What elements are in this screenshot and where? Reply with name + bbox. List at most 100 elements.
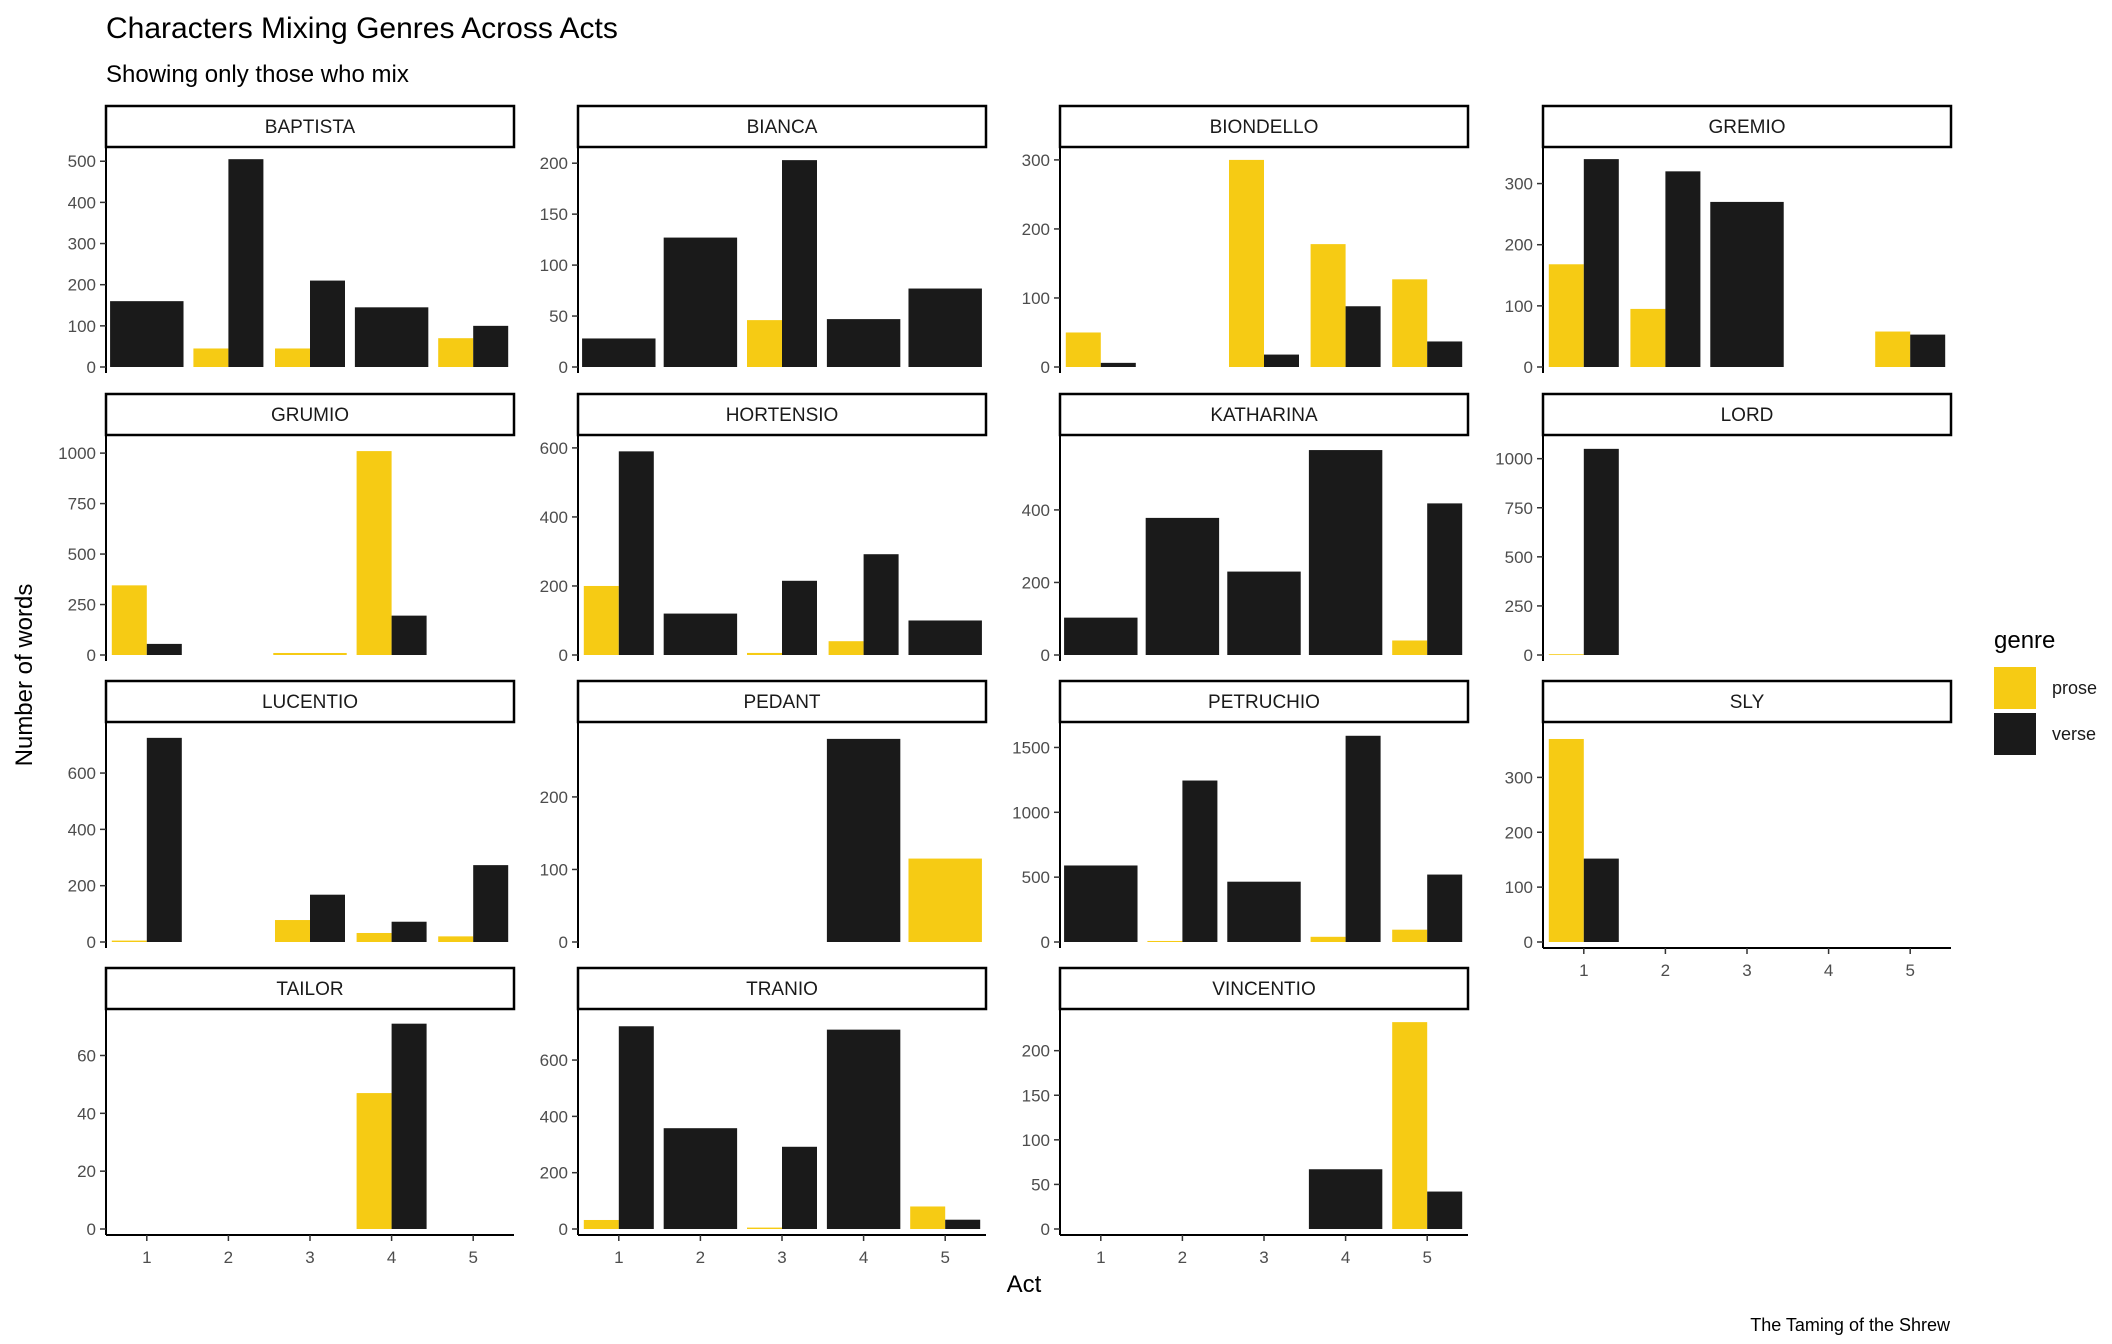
facet-vincentio: VINCENTIO 0 50 100 150 200 1 2 3 4 5 <box>1022 966 1470 1267</box>
bar-act4-verse <box>1345 735 1381 942</box>
x-tick-label: 2 <box>224 1248 233 1267</box>
y-tick-label: 0 <box>87 933 96 952</box>
facet-strip-label: PETRUCHIO <box>1208 692 1320 713</box>
facet-strip <box>576 966 988 1011</box>
y-tick-label: 0 <box>1041 646 1050 665</box>
y-tick-label: 0 <box>1524 646 1533 665</box>
x-tick-label: 1 <box>614 1248 623 1267</box>
facet-katharina: KATHARINA 0 200 400 <box>1022 392 1470 665</box>
y-tick-label: 200 <box>68 276 96 295</box>
bar-act4-verse <box>391 921 427 942</box>
y-tick-label: 600 <box>540 439 568 458</box>
bar-act1-prose <box>1548 264 1584 367</box>
bar-act5-verse <box>945 1219 981 1229</box>
y-axis-title: Number of words <box>11 584 38 767</box>
bar-act5-prose <box>1392 1022 1428 1229</box>
bar-act5-verse <box>1427 341 1463 367</box>
y-tick-label: 250 <box>68 596 96 615</box>
facet-strip <box>1058 392 1470 437</box>
bar-act2-verse <box>228 159 264 367</box>
facet-grumio: GRUMIO 0 250 500 750 1000 <box>58 392 516 665</box>
bar-act4-prose <box>356 932 392 942</box>
facet-strip-label: TRANIO <box>746 979 818 1000</box>
bar-act5-prose <box>1392 929 1428 942</box>
bar-act1-prose <box>111 585 147 655</box>
chart-subtitle: Showing only those who mix <box>106 61 409 88</box>
x-tick-label: 5 <box>468 1248 477 1267</box>
bar-act3-verse <box>1264 354 1299 367</box>
bar-act3-verse <box>1227 881 1301 942</box>
y-tick-label: 750 <box>68 495 96 514</box>
bar-act3-verse <box>782 580 817 655</box>
y-tick-label: 200 <box>540 154 568 173</box>
y-tick-label: 200 <box>68 877 96 896</box>
y-tick-label: 0 <box>559 1220 568 1239</box>
y-tick-label: 750 <box>1505 499 1533 518</box>
bar-act1-verse <box>1583 858 1619 942</box>
bar-act1-verse <box>110 301 184 367</box>
y-tick-label: 0 <box>559 933 568 952</box>
bar-act3-prose <box>1229 159 1264 367</box>
x-tick-label: 5 <box>1905 961 1914 980</box>
legend-swatch-verse <box>1994 713 2036 755</box>
x-tick-label: 3 <box>777 1248 786 1267</box>
bar-act4-verse <box>1308 450 1383 655</box>
legend-title: genre <box>1994 627 2055 654</box>
bar-act3-prose <box>747 320 782 367</box>
bar-act2-verse <box>663 237 738 367</box>
bar-act1-prose <box>111 940 147 942</box>
bar-act5-prose <box>1392 640 1428 655</box>
y-tick-label: 200 <box>1505 236 1533 255</box>
x-tick-label: 2 <box>696 1248 705 1267</box>
bar-act2-verse <box>1145 517 1220 655</box>
y-tick-label: 500 <box>68 152 96 171</box>
x-tick-label: 4 <box>1341 1248 1350 1267</box>
bar-act4-prose <box>356 1093 392 1229</box>
bar-act3-prose <box>275 920 310 942</box>
facet-hortensio: HORTENSIO 0 200 400 600 <box>540 392 988 665</box>
bar-act1-prose <box>1065 332 1101 367</box>
bar-act5-prose <box>910 1206 946 1229</box>
facet-strip <box>104 966 516 1011</box>
y-tick-label: 0 <box>1041 1220 1050 1239</box>
facet-strip <box>1541 679 1953 724</box>
y-tick-label: 100 <box>1505 297 1533 316</box>
bar-act1-verse <box>1064 617 1138 655</box>
facet-strip-label: SLY <box>1730 692 1765 713</box>
chart-caption: The Taming of the Shrew <box>1750 1315 1951 1335</box>
y-tick-label: 20 <box>77 1162 96 1181</box>
y-tick-label: 400 <box>68 820 96 839</box>
bar-act4-verse <box>354 307 429 367</box>
bar-act3-prose <box>273 652 347 655</box>
x-tick-label: 1 <box>1579 961 1588 980</box>
bar-act3-verse <box>310 280 345 367</box>
bar-act2-verse <box>1665 171 1701 367</box>
y-tick-label: 100 <box>540 860 568 879</box>
y-tick-label: 400 <box>540 508 568 527</box>
facet-strip <box>576 392 988 437</box>
facet-strip-label: BIONDELLO <box>1210 117 1319 138</box>
y-tick-label: 1000 <box>58 444 96 463</box>
bar-act5-verse <box>908 620 982 655</box>
bar-act5-verse <box>1427 503 1463 655</box>
bar-act5-verse <box>1427 874 1463 942</box>
bar-act2-prose <box>193 348 229 367</box>
bar-act2-prose <box>1630 308 1666 367</box>
bar-act2-verse <box>663 613 738 655</box>
y-tick-label: 100 <box>68 317 96 336</box>
facet-strip-label: LUCENTIO <box>262 692 358 713</box>
facet-lucentio: LUCENTIO 0 200 400 600 <box>68 679 516 952</box>
y-tick-label: 0 <box>1524 358 1533 377</box>
bar-act3-prose <box>747 652 782 655</box>
y-tick-label: 200 <box>1022 1042 1050 1061</box>
y-tick-label: 400 <box>540 1107 568 1126</box>
bar-act1-prose <box>583 585 619 655</box>
y-tick-label: 1000 <box>1012 803 1050 822</box>
bar-act1-verse <box>1100 362 1136 367</box>
y-tick-label: 250 <box>1505 597 1533 616</box>
bar-act1-verse <box>1064 865 1138 942</box>
facet-bianca: BIANCA 0 50 100 150 200 <box>540 104 988 377</box>
y-tick-label: 200 <box>540 577 568 596</box>
x-tick-label: 2 <box>1661 961 1670 980</box>
